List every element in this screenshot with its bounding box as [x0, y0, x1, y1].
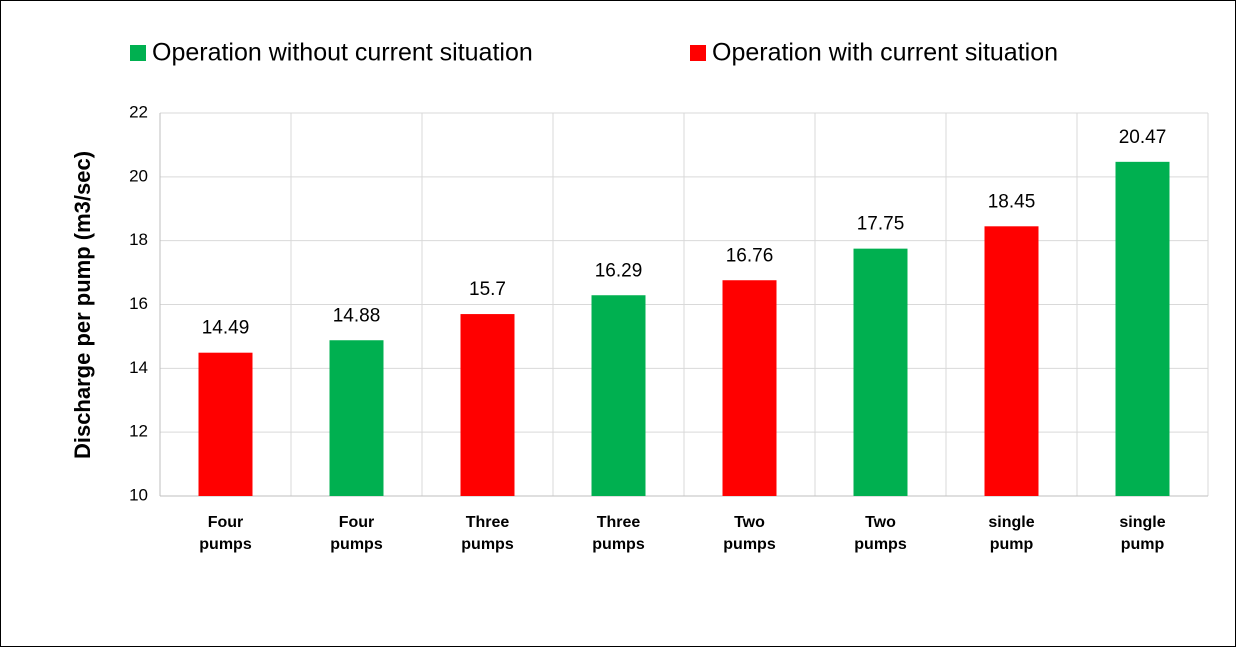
x-tick-line: Three	[597, 514, 641, 531]
x-tick-line: Two	[734, 514, 765, 531]
x-tick-line: single	[988, 514, 1034, 531]
x-tick-line: Two	[865, 514, 896, 531]
data-label: 14.49	[202, 318, 250, 339]
x-tick-line: pumps	[723, 536, 776, 553]
x-tick-line: pumps	[854, 536, 907, 553]
bar	[460, 314, 515, 496]
x-tick-line: single	[1119, 514, 1165, 531]
bar	[591, 295, 646, 496]
y-axis-title: Discharge per pump (m3/sec)	[70, 151, 95, 459]
y-tick-label: 16	[129, 294, 148, 313]
data-label: 17.75	[857, 214, 905, 235]
x-tick-line: Three	[466, 514, 510, 531]
bar	[722, 280, 777, 496]
legend-label: Operation without current situation	[152, 39, 533, 67]
y-tick-label: 22	[129, 102, 148, 121]
x-tick-label: Three pumps	[592, 514, 645, 553]
bar	[329, 340, 384, 496]
legend-label: Operation with current situation	[712, 39, 1058, 67]
data-label: 16.76	[726, 245, 774, 266]
bar	[853, 248, 908, 496]
bar	[198, 352, 253, 496]
legend-swatch	[130, 45, 146, 61]
y-tick-label: 18	[129, 230, 148, 249]
x-tick-line: Four	[208, 514, 244, 531]
bar	[984, 226, 1039, 496]
x-tick-label: single pump	[1119, 514, 1165, 553]
x-tick-label: Three pumps	[461, 514, 514, 553]
x-tick-line: pumps	[592, 536, 645, 553]
data-label: 18.45	[988, 191, 1036, 212]
x-tick-label: Four pumps	[199, 514, 252, 553]
x-tick-label: Two pumps	[723, 514, 776, 553]
legend-swatch	[690, 45, 706, 61]
y-tick-label: 14	[129, 358, 148, 377]
y-tick-label: 10	[129, 485, 148, 504]
x-tick-line: pump	[990, 536, 1034, 553]
data-label: 14.88	[333, 305, 381, 326]
x-tick-line: pumps	[461, 536, 514, 553]
y-tick-label: 20	[129, 166, 148, 185]
x-tick-label: Four pumps	[330, 514, 383, 553]
data-label: 16.29	[595, 260, 643, 281]
data-label: 20.47	[1119, 127, 1167, 148]
bar	[1115, 161, 1170, 496]
x-tick-line: pump	[1121, 536, 1165, 553]
x-tick-label: single pump	[988, 514, 1034, 553]
y-tick-label: 12	[129, 422, 148, 441]
x-tick-line: pumps	[330, 536, 383, 553]
x-tick-line: Four	[339, 514, 375, 531]
data-label: 15.7	[469, 279, 506, 300]
x-tick-line: pumps	[199, 536, 252, 553]
x-tick-label: Two pumps	[854, 514, 907, 553]
